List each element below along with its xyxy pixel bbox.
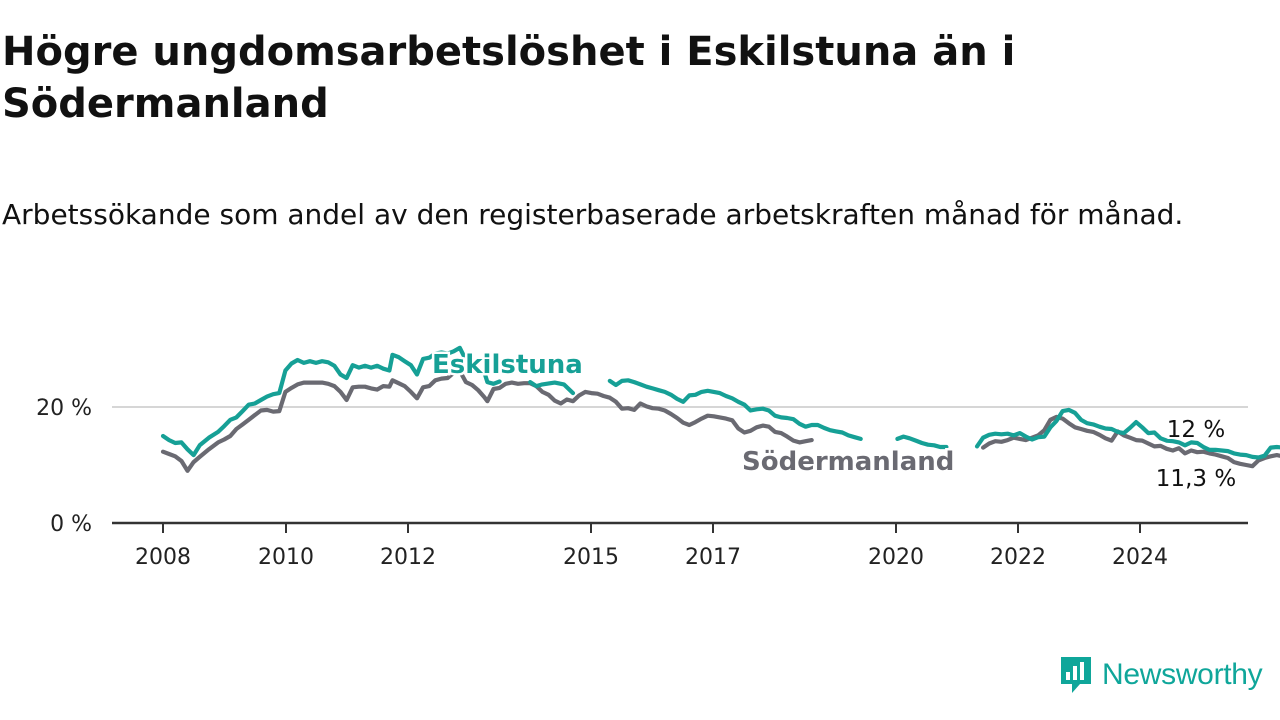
x-tick-label: 2020	[868, 545, 924, 570]
series-line-sodermanland	[981, 414, 1280, 469]
newsworthy-logo-text: Newsworthy	[1102, 658, 1263, 691]
series-line-eskilstuna	[895, 434, 949, 450]
newsworthy-logo-icon	[1061, 657, 1091, 693]
chart-subtitle: Arbetssökande som andel av den registerb…	[2, 198, 1184, 231]
series-label-sodermanland: Södermanland	[742, 447, 954, 477]
series-line-sodermanland	[160, 368, 814, 473]
end-label-eskilstuna: 12 %	[1167, 417, 1225, 443]
chart-title: Högre ungdomsarbetslöshet i Eskilstuna ä…	[2, 29, 1016, 127]
x-tick-label: 2022	[990, 545, 1046, 570]
x-tick-label: 2015	[563, 545, 619, 570]
x-tick-label: 2008	[135, 545, 191, 570]
series-line-eskilstuna	[974, 407, 1280, 460]
x-tick-label: 2024	[1112, 545, 1168, 570]
x-tick-label: 2010	[258, 545, 314, 570]
series-line-eskilstuna	[528, 380, 576, 396]
end-label-sodermanland: 11,3 %	[1156, 466, 1236, 492]
series-line-eskilstuna	[160, 345, 502, 458]
x-tick-label: 2017	[685, 545, 741, 570]
series-line-eskilstuna	[607, 378, 863, 441]
series-label-eskilstuna: Eskilstuna	[432, 350, 583, 380]
y-tick-label: 20 %	[36, 396, 92, 421]
newsworthy-logo: Newsworthy	[1058, 654, 1263, 696]
y-tick-label: 0 %	[50, 512, 92, 537]
x-tick-label: 2012	[380, 545, 436, 570]
